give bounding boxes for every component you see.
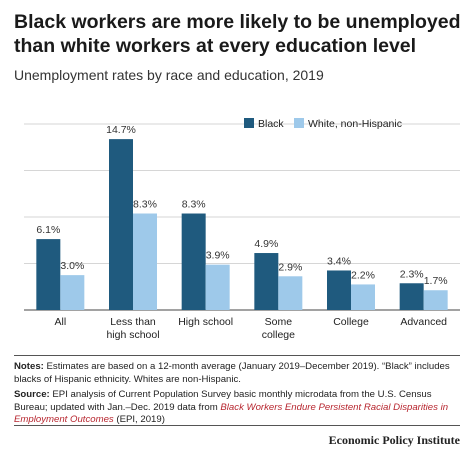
legend-label-black: Black [258,118,284,130]
notes-paragraph: Notes: Estimates are based on a 12-month… [14,361,462,386]
footer-divider [14,425,460,426]
data-label: 1.7% [424,275,448,287]
data-label: 3.9% [206,250,230,262]
source-text: EPI analysis of Current Population Surve… [14,389,432,413]
bar-white-3 [278,276,303,310]
data-label: 2.9% [278,261,302,273]
bar-white-0 [60,275,85,310]
data-label: 2.3% [400,268,424,280]
bar-white-1 [133,213,157,310]
data-label: 2.2% [351,269,375,281]
data-label: 3.0% [60,260,84,272]
notes-label: Notes: [14,361,44,372]
bar-black-3 [254,253,279,310]
data-label: 14.7% [106,124,136,136]
data-label: 8.3% [182,199,206,211]
data-label: 8.3% [133,199,157,211]
brand-logo-text: Economic Policy Institute [328,433,460,447]
data-label: 3.4% [327,255,351,267]
category-label: High school [178,316,233,328]
category-label: high school [106,329,159,341]
chart-subtitle: Unemployment rates by race and education… [14,67,324,83]
data-label: 4.9% [254,238,278,250]
bar-white-4 [351,284,375,310]
source-paragraph: Source: EPI analysis of Current Populati… [14,389,462,427]
source-label: Source: [14,389,50,401]
category-label: All [54,316,66,328]
chart-title: Black workers are more likely to be unem… [14,11,461,57]
legend-swatch-black [244,118,254,128]
bar-white-2 [205,264,230,310]
divider-line [14,355,460,356]
data-label: 6.1% [36,224,60,236]
category-label: Less than [110,316,156,328]
bar-black-1 [109,139,133,310]
legend-label-white: White, non-Hispanic [308,118,402,130]
bar-black-0 [36,239,61,310]
bar-black-5 [399,283,424,310]
category-label: college [262,329,295,341]
category-label: Advanced [400,316,447,328]
notes-text: Estimates are based on a 12-month averag… [14,361,450,385]
bar-black-2 [181,213,206,310]
bar-black-4 [327,270,351,310]
legend-swatch-white [294,118,304,128]
source-tail: (EPI, 2019) [113,414,165,426]
bar-white-5 [423,290,448,310]
category-label: College [333,316,369,328]
category-label: Some [265,316,293,328]
source-link[interactable]: Black Workers Endure Persistent Racial D… [14,401,449,426]
notes-block: Notes: Estimates are based on a 12-month… [14,361,462,430]
